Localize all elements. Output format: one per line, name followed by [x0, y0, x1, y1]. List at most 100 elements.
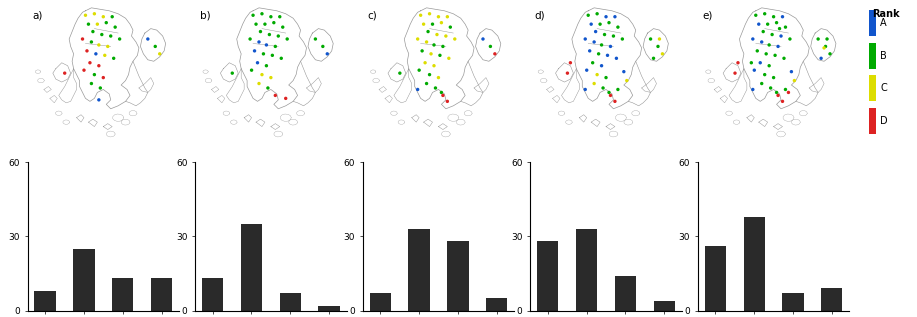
Point: [779, 25, 793, 30]
Point: [249, 22, 263, 27]
Point: [615, 36, 630, 42]
Point: [421, 29, 436, 34]
Point: [263, 75, 278, 80]
Point: [424, 51, 438, 56]
Point: [90, 22, 105, 27]
Point: [765, 32, 779, 37]
Point: [425, 22, 440, 27]
Point: [416, 22, 431, 27]
Point: [813, 56, 828, 61]
Point: [77, 68, 92, 73]
Point: [96, 75, 111, 80]
Point: [594, 42, 609, 48]
Point: [646, 56, 661, 61]
Point: [770, 93, 785, 98]
Point: [580, 68, 594, 73]
Point: [787, 78, 801, 83]
Point: [140, 36, 155, 42]
Point: [434, 20, 448, 25]
Point: [750, 48, 765, 53]
Point: [410, 87, 425, 92]
Point: [602, 90, 616, 95]
Point: [85, 29, 100, 34]
FancyBboxPatch shape: [868, 10, 876, 36]
Point: [823, 51, 837, 56]
Bar: [576, 229, 597, 311]
Point: [488, 51, 503, 56]
FancyBboxPatch shape: [868, 42, 876, 69]
Point: [772, 26, 787, 31]
Point: [419, 81, 434, 86]
Point: [320, 51, 335, 56]
Point: [585, 60, 600, 65]
Bar: [447, 241, 469, 311]
Point: [818, 44, 833, 49]
Text: c): c): [367, 11, 377, 21]
Point: [428, 86, 443, 91]
Point: [811, 36, 825, 42]
Point: [590, 72, 604, 77]
Point: [578, 87, 592, 92]
Text: b): b): [200, 11, 210, 21]
Point: [744, 60, 758, 65]
Point: [260, 63, 274, 68]
Point: [58, 71, 72, 76]
Bar: [112, 279, 133, 311]
Point: [757, 72, 772, 77]
Point: [255, 72, 270, 77]
Point: [262, 32, 277, 37]
Point: [256, 51, 271, 56]
Point: [779, 87, 793, 92]
Point: [762, 42, 777, 48]
Point: [410, 36, 425, 42]
Point: [414, 48, 429, 53]
Point: [89, 51, 104, 56]
Point: [92, 97, 106, 102]
Point: [782, 36, 797, 42]
Point: [597, 32, 612, 37]
Point: [606, 34, 621, 39]
Point: [748, 13, 763, 18]
Point: [105, 14, 119, 19]
Bar: [782, 293, 803, 311]
Bar: [318, 306, 340, 311]
Point: [80, 48, 94, 53]
Point: [87, 11, 102, 16]
Point: [436, 93, 450, 98]
Point: [267, 20, 282, 25]
Bar: [537, 241, 558, 311]
Point: [587, 81, 602, 86]
Point: [591, 51, 606, 56]
Point: [426, 63, 441, 68]
Text: C: C: [880, 83, 887, 93]
Point: [275, 25, 290, 30]
Point: [243, 36, 258, 42]
Point: [760, 22, 775, 27]
Bar: [614, 276, 636, 311]
Bar: [704, 246, 726, 311]
FancyBboxPatch shape: [868, 108, 876, 134]
Bar: [744, 217, 765, 311]
Point: [83, 60, 97, 65]
Point: [268, 93, 282, 98]
Point: [392, 71, 407, 76]
Point: [255, 11, 270, 16]
Point: [97, 53, 112, 58]
Text: e): e): [702, 11, 713, 21]
Point: [96, 14, 111, 19]
Point: [92, 63, 106, 68]
Point: [608, 14, 623, 19]
Bar: [370, 293, 391, 311]
Point: [775, 14, 790, 19]
Point: [244, 68, 259, 73]
Point: [563, 60, 578, 65]
Point: [611, 25, 625, 30]
Point: [308, 36, 323, 42]
Point: [611, 87, 625, 92]
Bar: [486, 298, 507, 311]
Point: [747, 68, 762, 73]
Bar: [202, 279, 224, 311]
Point: [447, 36, 462, 42]
Point: [87, 72, 102, 77]
Point: [93, 86, 107, 91]
